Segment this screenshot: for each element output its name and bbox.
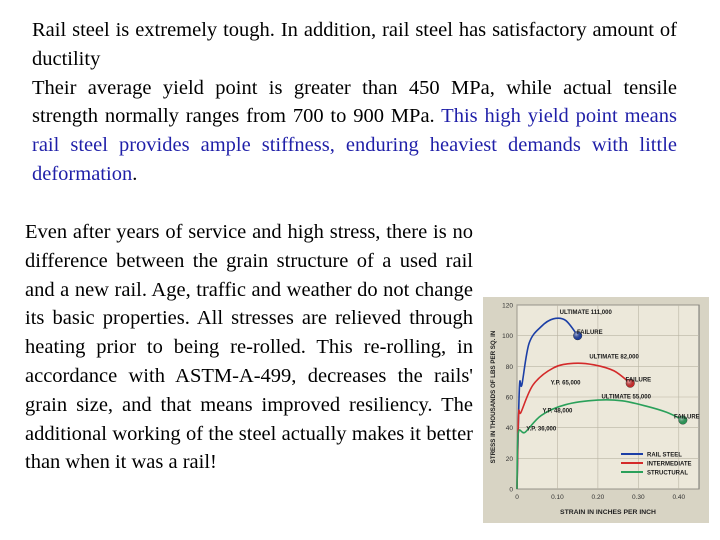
highlight-text: This high yield point means rail steel p… (32, 105, 677, 185)
x-axis-label: STRAIN IN INCHES PER INCH (560, 509, 656, 516)
chart-annotation: FAILURE (674, 414, 700, 420)
chart-annotation: ULTIMATE 82,000 (589, 355, 639, 361)
intro-line-1: Rail steel is extremely tough. In additi… (32, 19, 677, 70)
y-axis-label: STRESS IN THOUSANDS OF LBS PER SQ. IN (490, 330, 497, 463)
x-tick-label: 0.10 (551, 494, 564, 501)
chart-annotation: FAILURE (625, 378, 651, 384)
x-tick-label: 0.30 (632, 494, 645, 501)
y-tick-label: 0 (509, 487, 513, 494)
y-tick-label: 60 (506, 395, 514, 402)
series-line-structural (516, 398, 684, 490)
y-tick-label: 100 (502, 333, 513, 340)
failure-point-shade (573, 331, 582, 340)
chart-svg: 0 20 40 60 80 100 120 0 0.10 0.20 0.30 0.40 STRAIN I… (490, 303, 700, 517)
series-line-rail-steel (516, 317, 579, 490)
failure-point-shade (678, 415, 688, 425)
x-tick-label: 0 (515, 494, 519, 501)
x-tick-label: 0.20 (592, 494, 605, 501)
chart-annotation: ULTIMATE 55,000 (601, 395, 651, 401)
intro-line-2: Their average yield point is greater tha… (32, 76, 677, 128)
y-tick-label: 40 (506, 425, 514, 432)
chart-annotation: ULTIMATE 111,000 (560, 310, 613, 316)
legend-label: STRUCTURAL (647, 470, 688, 476)
legend-label: RAIL STEEL (647, 452, 682, 458)
x-tick-label: 0.40 (672, 494, 685, 501)
y-tick-label: 120 (502, 303, 513, 310)
failure-point-shade (625, 378, 635, 388)
highlight-end: . (132, 162, 138, 185)
chart-annotation: Y.P. 36,000 (526, 427, 557, 433)
chart-annotation: Y.P. 65,000 (551, 381, 582, 387)
chart-annotation: Y.P. 48,000 (542, 408, 573, 414)
body-paragraph: Even after years of service and high str… (25, 221, 473, 474)
stress-strain-chart: 0 20 40 60 80 100 120 0 0.10 0.20 0.30 0.40 STRAIN I… (483, 297, 709, 523)
y-tick-label: 20 (506, 456, 514, 463)
legend-label: INTERMEDIATE (647, 461, 692, 467)
series-line-intermediate (516, 362, 631, 490)
y-tick-label: 80 (506, 364, 514, 371)
intro-paragraph: Rail steel is extremely tough. In additi… (32, 16, 677, 189)
chart-annotation: FAILURE (577, 330, 603, 336)
